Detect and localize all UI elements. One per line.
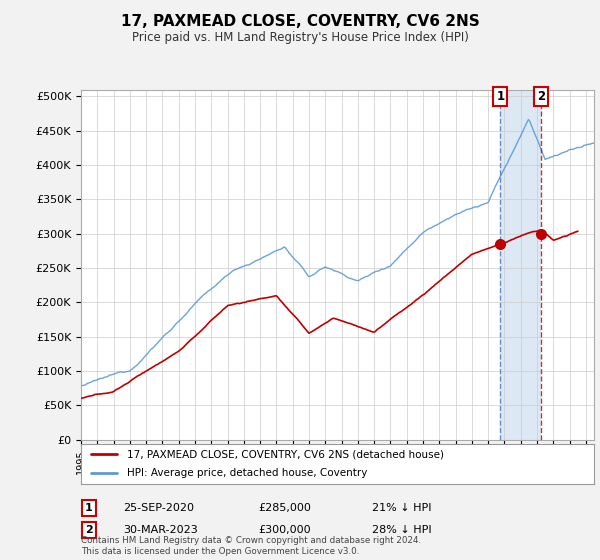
Text: Contains HM Land Registry data © Crown copyright and database right 2024.
This d: Contains HM Land Registry data © Crown c…: [81, 536, 421, 556]
Text: 2: 2: [85, 525, 92, 535]
Text: £300,000: £300,000: [258, 525, 311, 535]
Text: 2: 2: [537, 90, 545, 103]
Text: 1: 1: [85, 503, 92, 513]
Text: HPI: Average price, detached house, Coventry: HPI: Average price, detached house, Cove…: [127, 468, 368, 478]
Bar: [500, 90, 541, 440]
Text: 17, PAXMEAD CLOSE, COVENTRY, CV6 2NS: 17, PAXMEAD CLOSE, COVENTRY, CV6 2NS: [121, 14, 479, 29]
Text: 1: 1: [496, 90, 505, 103]
Text: 25-SEP-2020: 25-SEP-2020: [123, 503, 194, 513]
Text: 30-MAR-2023: 30-MAR-2023: [123, 525, 198, 535]
Text: £285,000: £285,000: [258, 503, 311, 513]
Text: 17, PAXMEAD CLOSE, COVENTRY, CV6 2NS (detached house): 17, PAXMEAD CLOSE, COVENTRY, CV6 2NS (de…: [127, 449, 444, 459]
Text: 21% ↓ HPI: 21% ↓ HPI: [372, 503, 431, 513]
Text: 28% ↓ HPI: 28% ↓ HPI: [372, 525, 431, 535]
Text: Price paid vs. HM Land Registry's House Price Index (HPI): Price paid vs. HM Land Registry's House …: [131, 31, 469, 44]
